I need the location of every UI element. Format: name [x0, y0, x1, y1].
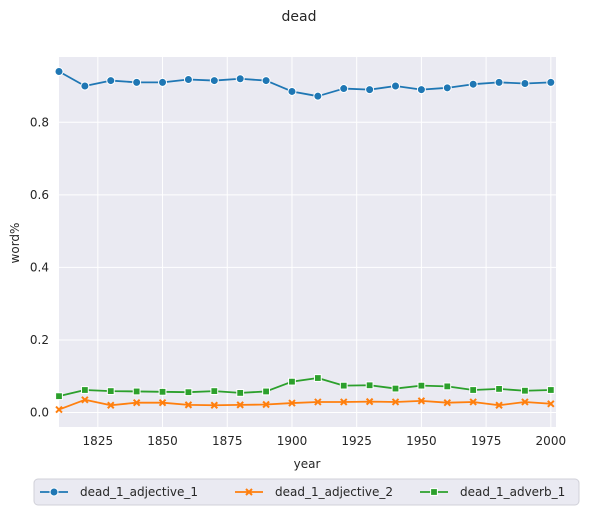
data-point	[392, 82, 400, 90]
x-tick-label: 1850	[147, 434, 178, 448]
data-point	[237, 390, 244, 397]
data-point	[289, 378, 296, 385]
data-point	[55, 68, 63, 76]
data-point	[366, 382, 373, 389]
data-point	[133, 78, 141, 86]
data-point	[496, 386, 503, 393]
legend-label: dead_1_adjective_2	[275, 485, 393, 499]
data-point	[159, 388, 166, 395]
data-point	[263, 388, 270, 395]
x-tick-label: 1825	[83, 434, 114, 448]
data-point	[314, 92, 322, 100]
y-tick-label: 0.2	[30, 333, 49, 347]
x-tick-label: 1925	[341, 434, 372, 448]
data-point	[547, 78, 555, 86]
plot-area	[55, 57, 556, 427]
data-point	[262, 77, 270, 85]
data-point	[133, 388, 140, 395]
x-tick-label: 1950	[406, 434, 437, 448]
data-point	[107, 77, 115, 85]
legend: dead_1_adjective_1 dead_1_adjective_2 dead…	[34, 479, 579, 505]
data-point	[236, 75, 244, 83]
data-point	[81, 82, 89, 90]
data-point	[107, 388, 114, 395]
y-tick-label: 0.6	[30, 188, 49, 202]
data-point	[470, 387, 477, 394]
data-point	[340, 85, 348, 93]
x-tick-label: 1975	[471, 434, 502, 448]
x-tick-label: 2000	[536, 434, 567, 448]
chart-title: dead	[282, 9, 317, 25]
data-point	[469, 80, 477, 88]
data-point	[547, 387, 554, 394]
x-axis-ticks: 1825 1850 1875 1900 1925 1950 1975 2000	[83, 434, 567, 448]
data-point	[340, 382, 347, 389]
data-point	[392, 385, 399, 392]
data-point	[314, 375, 321, 382]
data-point	[185, 389, 192, 396]
data-point	[417, 86, 425, 94]
legend-marker	[431, 489, 438, 496]
data-point	[522, 387, 529, 394]
data-point	[159, 78, 167, 86]
y-tick-label: 0.8	[30, 115, 49, 129]
data-point	[210, 77, 218, 85]
data-point	[288, 87, 296, 95]
y-tick-label: 0.4	[30, 260, 49, 274]
x-tick-label: 1900	[277, 434, 308, 448]
legend-label: dead_1_adverb_1	[460, 485, 565, 499]
legend-label: dead_1_adjective_1	[80, 485, 198, 499]
data-point	[444, 383, 451, 390]
x-axis-label: year	[294, 457, 321, 471]
data-point	[366, 86, 374, 94]
data-point	[443, 84, 451, 92]
x-tick-label: 1875	[212, 434, 243, 448]
plot-background	[59, 57, 556, 427]
data-point	[521, 79, 529, 87]
data-point	[56, 393, 63, 400]
y-axis-ticks: 0.0 0.2 0.4 0.6 0.8	[30, 115, 49, 419]
data-point	[418, 382, 425, 389]
legend-marker	[50, 488, 58, 496]
data-point	[184, 75, 192, 83]
y-tick-label: 0.0	[30, 405, 49, 419]
data-point	[211, 388, 218, 395]
data-point	[495, 78, 503, 86]
data-point	[81, 387, 88, 394]
y-axis-label: word%	[8, 223, 22, 264]
